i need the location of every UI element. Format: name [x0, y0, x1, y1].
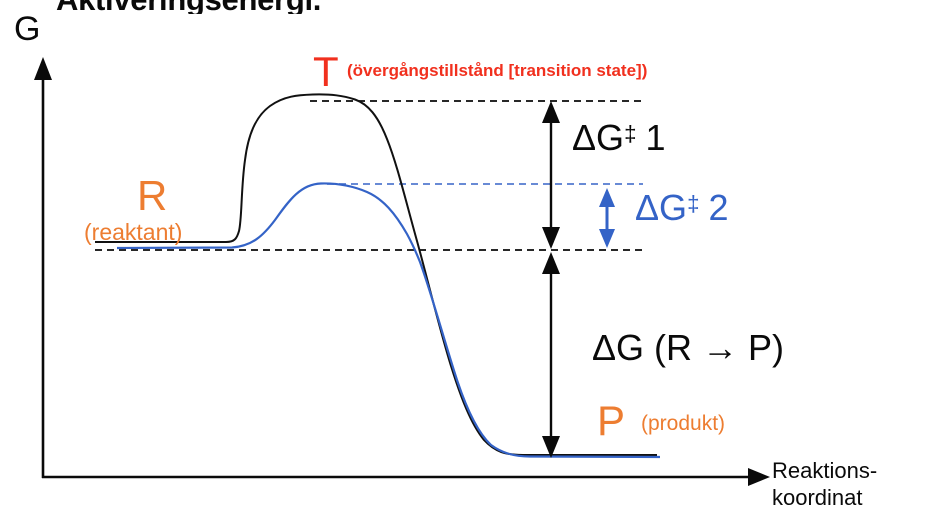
- dg2-base: ΔG: [635, 187, 688, 228]
- x-axis-label-line2: koordinat: [772, 485, 863, 510]
- activation-energy-1-label: ΔG‡ 1: [572, 117, 666, 159]
- dg-reaction-arrow-down-head-icon: [542, 436, 560, 458]
- dg1-arrow-down-head-icon: [542, 227, 560, 249]
- dg1-index: 1: [645, 117, 666, 158]
- reactant-note: (reaktant): [84, 219, 183, 245]
- dg2-index: 2: [708, 187, 729, 228]
- dg1-base: ΔG: [572, 117, 625, 158]
- transition-state-symbol: T: [313, 48, 339, 95]
- dg2-double-dagger: ‡: [687, 191, 700, 216]
- x-axis-arrowhead-icon: [748, 468, 770, 486]
- dg2-arrow-down-head-icon: [599, 229, 615, 248]
- y-axis-arrowhead-icon: [34, 57, 52, 80]
- slide-title-text: Aktiveringsenergi.: [56, 0, 356, 14]
- uncatalyzed-curve: [95, 93, 657, 456]
- x-axis-label: Reaktions- koordinat: [772, 457, 877, 511]
- product-symbol: P: [597, 397, 626, 444]
- catalyzed-curve: [116, 182, 661, 459]
- slide-title-cropped: Aktiveringsenergi.: [56, 0, 356, 14]
- y-axis-label: G: [14, 10, 41, 48]
- product-note: (produkt): [641, 412, 726, 435]
- dg2-arrow-up-head-icon: [599, 188, 615, 207]
- dg1-double-dagger: ‡: [624, 121, 637, 146]
- x-axis-label-line1: Reaktions-: [772, 458, 878, 483]
- dg-reaction-arrow-up-head-icon: [542, 252, 560, 274]
- transition-state-note: (övergångstillstånd [transition state]): [347, 61, 648, 80]
- reactant-symbol: R: [137, 172, 168, 219]
- dg1-arrow-up-head-icon: [542, 101, 560, 123]
- reaction-free-energy-label: ΔG (R → P): [592, 327, 785, 368]
- activation-energy-2-label: ΔG‡ 2: [635, 187, 729, 229]
